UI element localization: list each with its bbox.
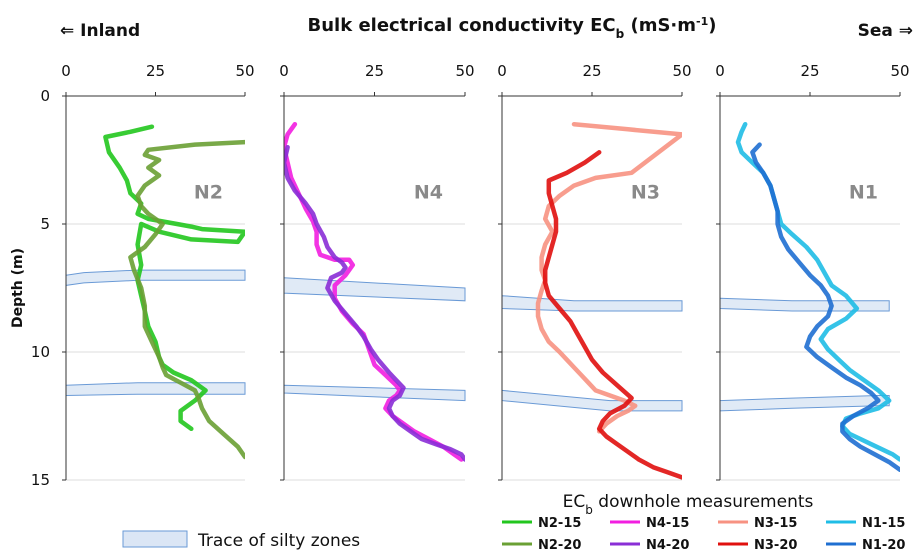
silty-zone bbox=[719, 395, 890, 412]
x-tick-label: 50 bbox=[235, 62, 254, 80]
legend-label: N3-20 bbox=[754, 538, 797, 553]
legend-entry-n4-15: N4-15 bbox=[610, 516, 689, 531]
silty-zone bbox=[65, 269, 246, 286]
x-tick-label: 0 bbox=[715, 62, 725, 80]
legend-title-rest: downhole measurements bbox=[593, 492, 814, 512]
x-tick-label: 50 bbox=[672, 62, 691, 80]
panel-label: N3 bbox=[631, 181, 660, 203]
silty-zone bbox=[719, 297, 890, 312]
title-sub: b bbox=[616, 27, 625, 41]
legend-label: N4-15 bbox=[646, 516, 689, 531]
legend-label: N1-20 bbox=[862, 538, 905, 553]
sea-label: Sea ⇒ bbox=[858, 21, 913, 41]
x-tick-label: 25 bbox=[800, 62, 819, 80]
series-n3-15 bbox=[535, 121, 682, 434]
chart-title: Bulk electrical conductivity ECb (mS·m-1… bbox=[308, 15, 717, 42]
legend-entries: N2-15 N4-15 N3-15 N1-15 N2-20 N4-20 N3-20 N1-20 bbox=[502, 516, 905, 553]
legend-entry-n2-15: N2-15 bbox=[502, 516, 581, 531]
title-unit-open: (mS·m bbox=[624, 15, 696, 36]
panels: 0 25 50 0 5 10 15 N2 0 25 50 N4 0 25 50 N3 0 25 50 N1 bbox=[31, 62, 910, 489]
y-tick-label: 10 bbox=[31, 343, 50, 361]
silty-zone bbox=[283, 277, 466, 302]
x-tick-label: 25 bbox=[365, 62, 384, 80]
inland-label: ⇐ Inland bbox=[60, 21, 140, 41]
panel-label: N2 bbox=[194, 181, 223, 203]
series-n3-20 bbox=[542, 150, 682, 480]
legend-label: N3-15 bbox=[754, 516, 797, 531]
legend-entry-n4-20: N4-20 bbox=[610, 538, 689, 553]
panel-n1: 0 25 50 N1 bbox=[715, 62, 910, 481]
legend-entry-n1-20: N1-20 bbox=[826, 538, 905, 553]
series-n1-20 bbox=[750, 142, 900, 473]
silty-zone-label: Trace of silty zones bbox=[197, 531, 360, 551]
silty-zone-swatch bbox=[122, 530, 188, 548]
y-tick-label: 0 bbox=[40, 87, 50, 105]
legend-title-sub: b bbox=[585, 503, 593, 517]
legend-entry-n3-20: N3-20 bbox=[718, 538, 797, 553]
silty-zone bbox=[283, 384, 466, 402]
silty-zone bbox=[501, 295, 683, 312]
silty-zone bbox=[501, 389, 683, 412]
panel-n3: 0 25 50 N3 bbox=[497, 62, 692, 481]
panel-label: N4 bbox=[414, 181, 443, 203]
legend-title: ECb downhole measurements bbox=[563, 492, 814, 517]
legend-entry-n2-20: N2-20 bbox=[502, 538, 581, 553]
title-unit-close: ) bbox=[708, 15, 716, 36]
legend-title-main: EC bbox=[563, 492, 586, 512]
title-main: Bulk electrical conductivity EC bbox=[308, 15, 616, 36]
legend-label: N2-20 bbox=[538, 538, 581, 553]
x-tick-label: 25 bbox=[146, 62, 165, 80]
series-n2-20 bbox=[128, 139, 245, 460]
y-axis-title: Depth (m) bbox=[10, 248, 26, 328]
y-tick-label: 5 bbox=[40, 215, 50, 233]
x-tick-label: 0 bbox=[497, 62, 507, 80]
panel-label: N1 bbox=[849, 181, 878, 203]
legend-label: N2-15 bbox=[538, 516, 581, 531]
title-unit-sup: -1 bbox=[696, 15, 708, 28]
legend-label: N1-15 bbox=[862, 516, 905, 531]
legend-label: N4-20 bbox=[646, 538, 689, 553]
x-tick-label: 50 bbox=[890, 62, 909, 80]
legend: Trace of silty zones ECb downhole measur… bbox=[122, 492, 905, 553]
series-n2-15 bbox=[103, 124, 245, 432]
legend-entry-n3-15: N3-15 bbox=[718, 516, 797, 531]
x-tick-label: 50 bbox=[455, 62, 474, 80]
panel-n4: 0 25 50 N4 bbox=[279, 62, 475, 481]
x-tick-label: 0 bbox=[61, 62, 71, 80]
panel-n2: 0 25 50 0 5 10 15 N2 bbox=[31, 62, 255, 489]
legend-entry-n1-15: N1-15 bbox=[826, 516, 905, 531]
silty-zone bbox=[65, 382, 246, 397]
x-tick-label: 25 bbox=[582, 62, 601, 80]
x-tick-label: 0 bbox=[279, 62, 289, 80]
series-n4-20 bbox=[284, 144, 465, 462]
y-tick-label: 15 bbox=[31, 471, 50, 489]
